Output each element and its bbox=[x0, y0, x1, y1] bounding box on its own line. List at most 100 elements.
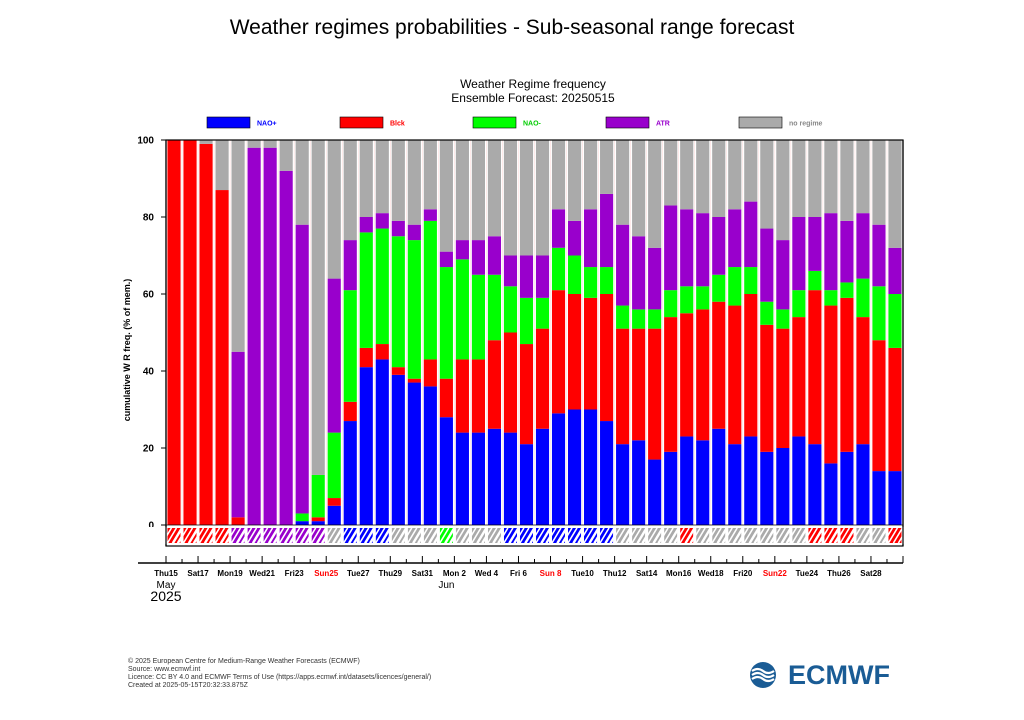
regime-hatch bbox=[775, 527, 786, 544]
regime-hatch bbox=[796, 527, 807, 544]
x-tick-label: Mon 2 bbox=[443, 569, 467, 578]
regime-hatch bbox=[246, 527, 258, 544]
regime-hatch bbox=[604, 527, 615, 544]
bar-atr-day-41 bbox=[824, 213, 838, 291]
bar-blck-day-21 bbox=[503, 332, 518, 433]
regime-hatch bbox=[743, 527, 754, 544]
regime-hatch bbox=[871, 527, 883, 544]
bar-nao-day-17 bbox=[439, 267, 453, 379]
regime-cell-day-6 bbox=[263, 528, 277, 543]
bar-atr-day-6 bbox=[263, 147, 277, 525]
regime-gap bbox=[709, 527, 713, 544]
bar-blck-day-26 bbox=[584, 297, 598, 410]
bar-no-regime-day-14 bbox=[391, 140, 405, 221]
bar-atr-day-18 bbox=[455, 240, 469, 260]
regime-hatch bbox=[315, 527, 327, 544]
bar-no-regime-day-39 bbox=[792, 140, 806, 217]
x-tick-label: Sat31 bbox=[412, 569, 434, 578]
regime-hatch bbox=[235, 527, 247, 544]
bar-atr-day-19 bbox=[471, 240, 485, 275]
chart-subtitle: Ensemble Forecast: 20250515 bbox=[451, 91, 615, 105]
regime-gap bbox=[260, 527, 264, 544]
x-tick-label: Sat17 bbox=[187, 569, 209, 578]
y-axis-label: cumulative W R freq. (% of mem.) bbox=[122, 279, 132, 422]
regime-hatch bbox=[380, 527, 391, 544]
regime-hatch bbox=[364, 527, 375, 544]
bar-nao-day-33 bbox=[696, 440, 710, 525]
regime-hatch bbox=[342, 527, 354, 544]
regime-cell-day-15 bbox=[407, 528, 421, 543]
regime-hatch bbox=[396, 527, 407, 544]
bar-atr-day-39 bbox=[792, 217, 806, 291]
legend-label-no-regime: no regime bbox=[789, 121, 823, 128]
bar-nao-day-24 bbox=[551, 247, 566, 291]
regime-cell-day-35 bbox=[728, 528, 742, 543]
bar-atr-day-42 bbox=[840, 220, 854, 283]
regime-hatch bbox=[620, 527, 631, 544]
regime-cell-day-21 bbox=[503, 528, 518, 543]
page-title: Weather regimes probabilities - Sub-seas… bbox=[229, 16, 795, 39]
regime-gap bbox=[613, 527, 617, 544]
bar-nao-day-36 bbox=[744, 267, 758, 294]
regime-hatch bbox=[439, 527, 450, 544]
bar-nao-day-28 bbox=[616, 305, 630, 329]
regime-gap bbox=[452, 527, 456, 544]
bar-blck-day-15 bbox=[407, 378, 421, 383]
regime-hatch bbox=[887, 527, 899, 544]
regime-gap bbox=[597, 527, 601, 544]
regime-cell-day-7 bbox=[279, 528, 293, 543]
bar-no-regime-day-5 bbox=[247, 140, 261, 148]
regime-gap bbox=[725, 527, 729, 544]
bar-atr-day-22 bbox=[519, 255, 534, 298]
bar-nao-day-41 bbox=[824, 290, 838, 306]
regime-cell-day-40 bbox=[808, 528, 822, 543]
bar-nao-day-15 bbox=[407, 240, 421, 379]
bar-atr-day-45 bbox=[888, 247, 902, 294]
bar-nao-day-38 bbox=[776, 309, 790, 329]
regime-hatch bbox=[294, 527, 306, 544]
bar-no-regime-day-9 bbox=[311, 140, 325, 475]
regime-cell-day-5 bbox=[247, 528, 261, 543]
regime-cell-day-28 bbox=[616, 528, 630, 543]
bar-no-regime-day-4 bbox=[231, 140, 245, 352]
bar-no-regime-day-35 bbox=[728, 140, 742, 210]
bar-blck-day-0 bbox=[167, 140, 181, 525]
bar-nao-day-20 bbox=[487, 428, 502, 525]
x-tick-label: Sun22 bbox=[763, 569, 788, 578]
bar-atr-day-21 bbox=[503, 255, 518, 287]
bar-nao-day-34 bbox=[712, 274, 726, 302]
regime-cell-day-1 bbox=[183, 528, 197, 543]
regime-cell-day-45 bbox=[888, 528, 902, 543]
regime-cell-day-43 bbox=[856, 528, 870, 543]
regime-cell-day-36 bbox=[744, 528, 758, 543]
bar-no-regime-day-30 bbox=[648, 140, 662, 248]
bar-blck-day-45 bbox=[888, 347, 902, 472]
ecmwf-logo[interactable]: ECMWF bbox=[748, 660, 898, 690]
bar-nao-day-13 bbox=[375, 228, 389, 345]
regime-hatch bbox=[860, 527, 872, 544]
bar-nao-day-32 bbox=[680, 286, 694, 314]
regime-hatch bbox=[727, 527, 738, 544]
regime-gap bbox=[565, 527, 568, 544]
x-tick-label: Sun 8 bbox=[540, 569, 562, 578]
bar-blck-day-11 bbox=[343, 401, 357, 422]
bar-no-regime-day-8 bbox=[295, 140, 309, 225]
regime-hatch bbox=[535, 527, 546, 544]
bar-blck-day-2 bbox=[199, 143, 213, 525]
regime-hatch bbox=[187, 527, 199, 544]
regime-hatch bbox=[166, 527, 178, 544]
bar-nao-day-35 bbox=[728, 267, 742, 306]
bar-nao-day-21 bbox=[503, 286, 518, 333]
regime-hatch bbox=[711, 527, 722, 544]
bar-no-regime-day-38 bbox=[776, 140, 790, 241]
regime-cell-day-3 bbox=[215, 528, 229, 543]
regime-hatch bbox=[214, 527, 226, 544]
footer-licence: Licence: CC BY 4.0 and ECMWF Terms of Us… bbox=[128, 674, 432, 681]
bar-nao-day-30 bbox=[648, 459, 662, 525]
x-tick-label: Tue10 bbox=[571, 569, 594, 578]
bar-blck-day-40 bbox=[808, 290, 822, 445]
regime-gap bbox=[789, 527, 793, 544]
regime-hatch bbox=[551, 527, 562, 544]
regime-gap bbox=[805, 527, 809, 544]
regime-hatch bbox=[812, 527, 823, 544]
